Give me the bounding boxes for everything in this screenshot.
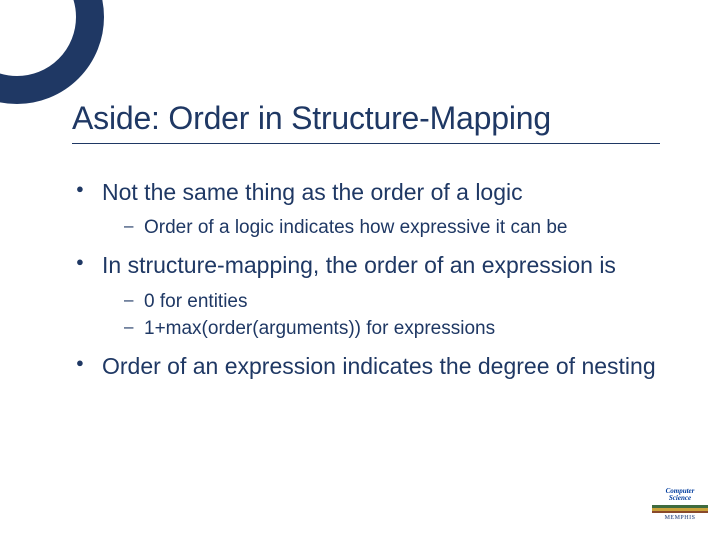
sub-bullet-item: Order of a logic indicates how expressiv… bbox=[122, 215, 660, 241]
bullet-item: In structure-mapping, the order of an ex… bbox=[72, 251, 660, 342]
logo-label-bottom: Science bbox=[652, 495, 708, 502]
sub-bullet-text: 1+max(order(arguments)) for expressions bbox=[144, 318, 495, 339]
sub-bullet-text: 0 for entities bbox=[144, 291, 248, 312]
sub-bullet-item: 1+max(order(arguments)) for expressions bbox=[122, 316, 660, 342]
sub-bullet-list: 0 for entities 1+max(order(arguments)) f… bbox=[102, 289, 660, 342]
bullet-text: Order of an expression indicates the deg… bbox=[102, 353, 656, 379]
bullet-item: Order of an expression indicates the deg… bbox=[72, 352, 660, 381]
slide-title: Aside: Order in Structure-Mapping bbox=[72, 100, 660, 144]
bullet-item: Not the same thing as the order of a log… bbox=[72, 178, 660, 241]
bullet-text: Not the same thing as the order of a log… bbox=[102, 179, 523, 205]
logo-footer: MEMPHIS bbox=[652, 515, 708, 521]
sub-bullet-item: 0 for entities bbox=[122, 289, 660, 315]
slide-content: Aside: Order in Structure-Mapping Not th… bbox=[0, 0, 720, 540]
sub-bullet-text: Order of a logic indicates how expressiv… bbox=[144, 217, 568, 238]
bullet-text: In structure-mapping, the order of an ex… bbox=[102, 252, 616, 278]
footer-logo: Computer Science MEMPHIS bbox=[652, 488, 708, 530]
bullet-list: Not the same thing as the order of a log… bbox=[72, 178, 660, 381]
sub-bullet-list: Order of a logic indicates how expressiv… bbox=[102, 215, 660, 241]
logo-graphic bbox=[652, 505, 708, 513]
